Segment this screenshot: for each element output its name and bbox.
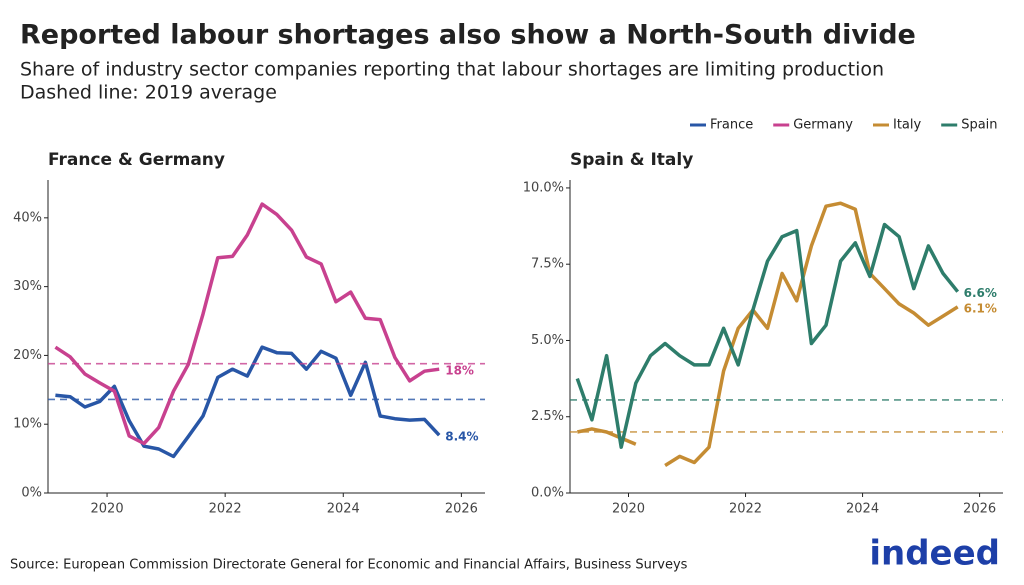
x-tick-label: 2026 (963, 502, 996, 517)
value-label: 6.6% (964, 286, 997, 300)
y-tick-label: 0% (21, 486, 42, 501)
legend-label: Spain (961, 118, 997, 133)
y-tick-label: 10% (13, 417, 42, 432)
legend-label: Germany (793, 118, 853, 133)
x-tick-label: 2022 (209, 502, 242, 517)
y-tick-label: 7.5% (531, 257, 564, 272)
title: Reported labour shortages also show a No… (20, 20, 916, 51)
value-label: 8.4% (445, 430, 478, 444)
subtitle: Share of industry sector companies repor… (20, 59, 884, 81)
value-label: 6.1% (964, 301, 997, 315)
series-line (55, 345, 441, 459)
x-tick-label: 2024 (327, 502, 360, 517)
series-line (576, 201, 959, 467)
y-tick-label: 10.0% (523, 180, 564, 195)
y-tick-label: 2.5% (531, 409, 564, 424)
legend-label: France (710, 118, 753, 133)
y-tick-label: 0.0% (531, 486, 564, 501)
value-label: 18% (445, 364, 474, 378)
series-line (54, 202, 440, 446)
x-tick-label: 2024 (846, 502, 879, 517)
panel-title: Spain & Italy (570, 150, 693, 170)
note: Dashed line: 2019 average (20, 82, 277, 104)
y-tick-label: 40% (13, 210, 42, 225)
source: Source: European Commission Directorate … (10, 558, 688, 573)
legend-label: Italy (893, 118, 922, 133)
panel-title: France & Germany (48, 150, 225, 170)
x-tick-label: 2026 (445, 502, 478, 517)
y-tick-label: 20% (13, 348, 42, 363)
series-line (575, 222, 960, 449)
x-tick-label: 2020 (91, 502, 124, 517)
x-tick-label: 2022 (729, 502, 762, 517)
y-tick-label: 30% (13, 279, 42, 294)
x-tick-label: 2020 (612, 502, 645, 517)
logo: indeed (869, 534, 1000, 574)
y-tick-label: 5.0% (531, 333, 564, 348)
